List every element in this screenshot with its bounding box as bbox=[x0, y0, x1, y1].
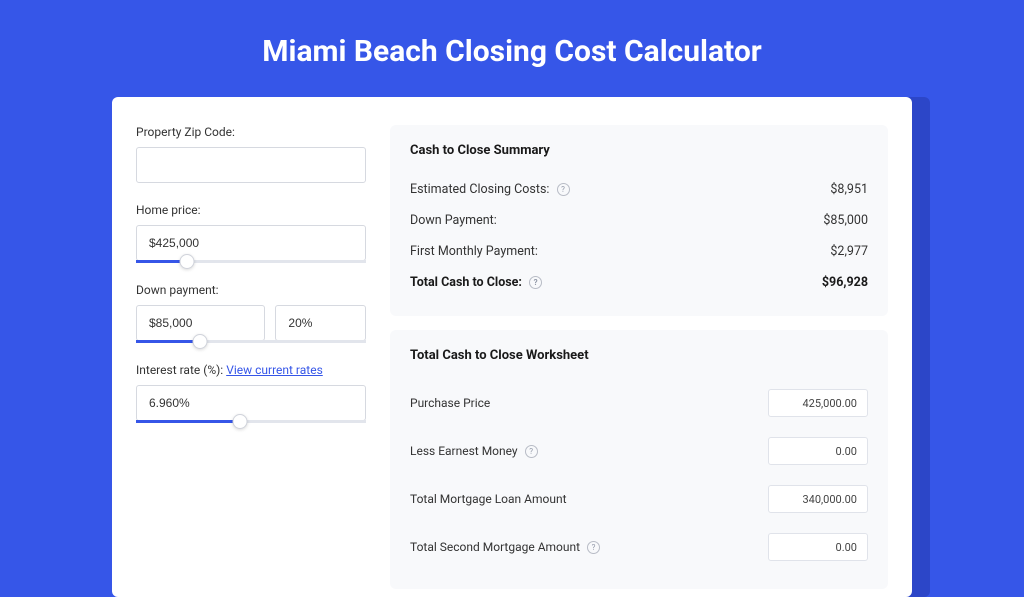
worksheet-label: Total Mortgage Loan Amount bbox=[410, 492, 567, 506]
worksheet-card: Total Cash to Close Worksheet Purchase P… bbox=[390, 330, 888, 589]
down-payment-slider-thumb[interactable] bbox=[193, 334, 208, 349]
summary-label: Down Payment: bbox=[410, 213, 497, 228]
interest-slider[interactable] bbox=[136, 420, 366, 423]
worksheet-label-text: Total Second Mortgage Amount bbox=[410, 540, 580, 554]
zip-label: Property Zip Code: bbox=[136, 125, 366, 139]
results-column: Cash to Close Summary Estimated Closing … bbox=[390, 125, 888, 569]
worksheet-row-mortgage-amount: Total Mortgage Loan Amount 340,000.00 bbox=[410, 475, 868, 523]
home-price-slider[interactable] bbox=[136, 260, 366, 263]
worksheet-row-earnest-money: Less Earnest Money ? 0.00 bbox=[410, 427, 868, 475]
summary-value: $8,951 bbox=[830, 182, 868, 197]
interest-label-row: Interest rate (%): View current rates bbox=[136, 363, 366, 377]
summary-row-down-payment: Down Payment: $85,000 bbox=[410, 205, 868, 236]
interest-input[interactable] bbox=[136, 385, 366, 421]
worksheet-row-purchase-price: Purchase Price 425,000.00 bbox=[410, 379, 868, 427]
zip-field-group: Property Zip Code: bbox=[136, 125, 366, 183]
summary-label: First Monthly Payment: bbox=[410, 244, 538, 259]
summary-value: $2,977 bbox=[830, 244, 868, 259]
down-payment-field-group: Down payment: bbox=[136, 283, 366, 343]
home-price-label: Home price: bbox=[136, 203, 366, 217]
home-price-field-group: Home price: bbox=[136, 203, 366, 263]
view-rates-link[interactable]: View current rates bbox=[226, 363, 323, 377]
worksheet-label-text: Less Earnest Money bbox=[410, 444, 518, 458]
page-title: Miami Beach Closing Cost Calculator bbox=[0, 0, 1024, 97]
help-icon[interactable]: ? bbox=[557, 183, 570, 196]
interest-slider-fill bbox=[136, 420, 240, 423]
worksheet-title: Total Cash to Close Worksheet bbox=[410, 348, 868, 363]
down-payment-pct-input[interactable] bbox=[275, 305, 366, 341]
worksheet-value[interactable]: 425,000.00 bbox=[768, 389, 868, 417]
summary-title: Cash to Close Summary bbox=[410, 143, 868, 158]
inputs-column: Property Zip Code: Home price: Down paym… bbox=[136, 125, 366, 569]
worksheet-label: Total Second Mortgage Amount ? bbox=[410, 540, 600, 554]
summary-row-total: Total Cash to Close: ? $96,928 bbox=[410, 267, 868, 298]
worksheet-label: Purchase Price bbox=[410, 396, 490, 410]
summary-label: Total Cash to Close: ? bbox=[410, 275, 542, 290]
home-price-input[interactable] bbox=[136, 225, 366, 261]
interest-field-group: Interest rate (%): View current rates bbox=[136, 363, 366, 423]
interest-slider-thumb[interactable] bbox=[232, 414, 247, 429]
worksheet-value[interactable]: 0.00 bbox=[768, 533, 868, 561]
help-icon[interactable]: ? bbox=[525, 445, 538, 458]
worksheet-row-second-mortgage: Total Second Mortgage Amount ? 0.00 bbox=[410, 523, 868, 571]
worksheet-value[interactable]: 340,000.00 bbox=[768, 485, 868, 513]
worksheet-value[interactable]: 0.00 bbox=[768, 437, 868, 465]
home-price-slider-thumb[interactable] bbox=[179, 254, 194, 269]
summary-label: Estimated Closing Costs: ? bbox=[410, 182, 570, 197]
worksheet-label: Less Earnest Money ? bbox=[410, 444, 538, 458]
down-payment-slider[interactable] bbox=[136, 340, 366, 343]
summary-card: Cash to Close Summary Estimated Closing … bbox=[390, 125, 888, 316]
summary-value: $85,000 bbox=[823, 213, 868, 228]
help-icon[interactable]: ? bbox=[529, 276, 542, 289]
down-payment-inputs-row bbox=[136, 305, 366, 341]
calculator-panel-wrap: Property Zip Code: Home price: Down paym… bbox=[112, 97, 912, 597]
zip-input[interactable] bbox=[136, 147, 366, 183]
interest-label: Interest rate (%): bbox=[136, 363, 226, 377]
calculator-panel: Property Zip Code: Home price: Down paym… bbox=[112, 97, 912, 597]
down-payment-slider-fill bbox=[136, 340, 200, 343]
summary-value: $96,928 bbox=[822, 275, 868, 290]
summary-row-first-payment: First Monthly Payment: $2,977 bbox=[410, 236, 868, 267]
summary-label-text: Estimated Closing Costs: bbox=[410, 182, 549, 197]
help-icon[interactable]: ? bbox=[587, 541, 600, 554]
summary-label-text: Total Cash to Close: bbox=[410, 275, 522, 290]
summary-row-closing-costs: Estimated Closing Costs: ? $8,951 bbox=[410, 174, 868, 205]
down-payment-label: Down payment: bbox=[136, 283, 366, 297]
